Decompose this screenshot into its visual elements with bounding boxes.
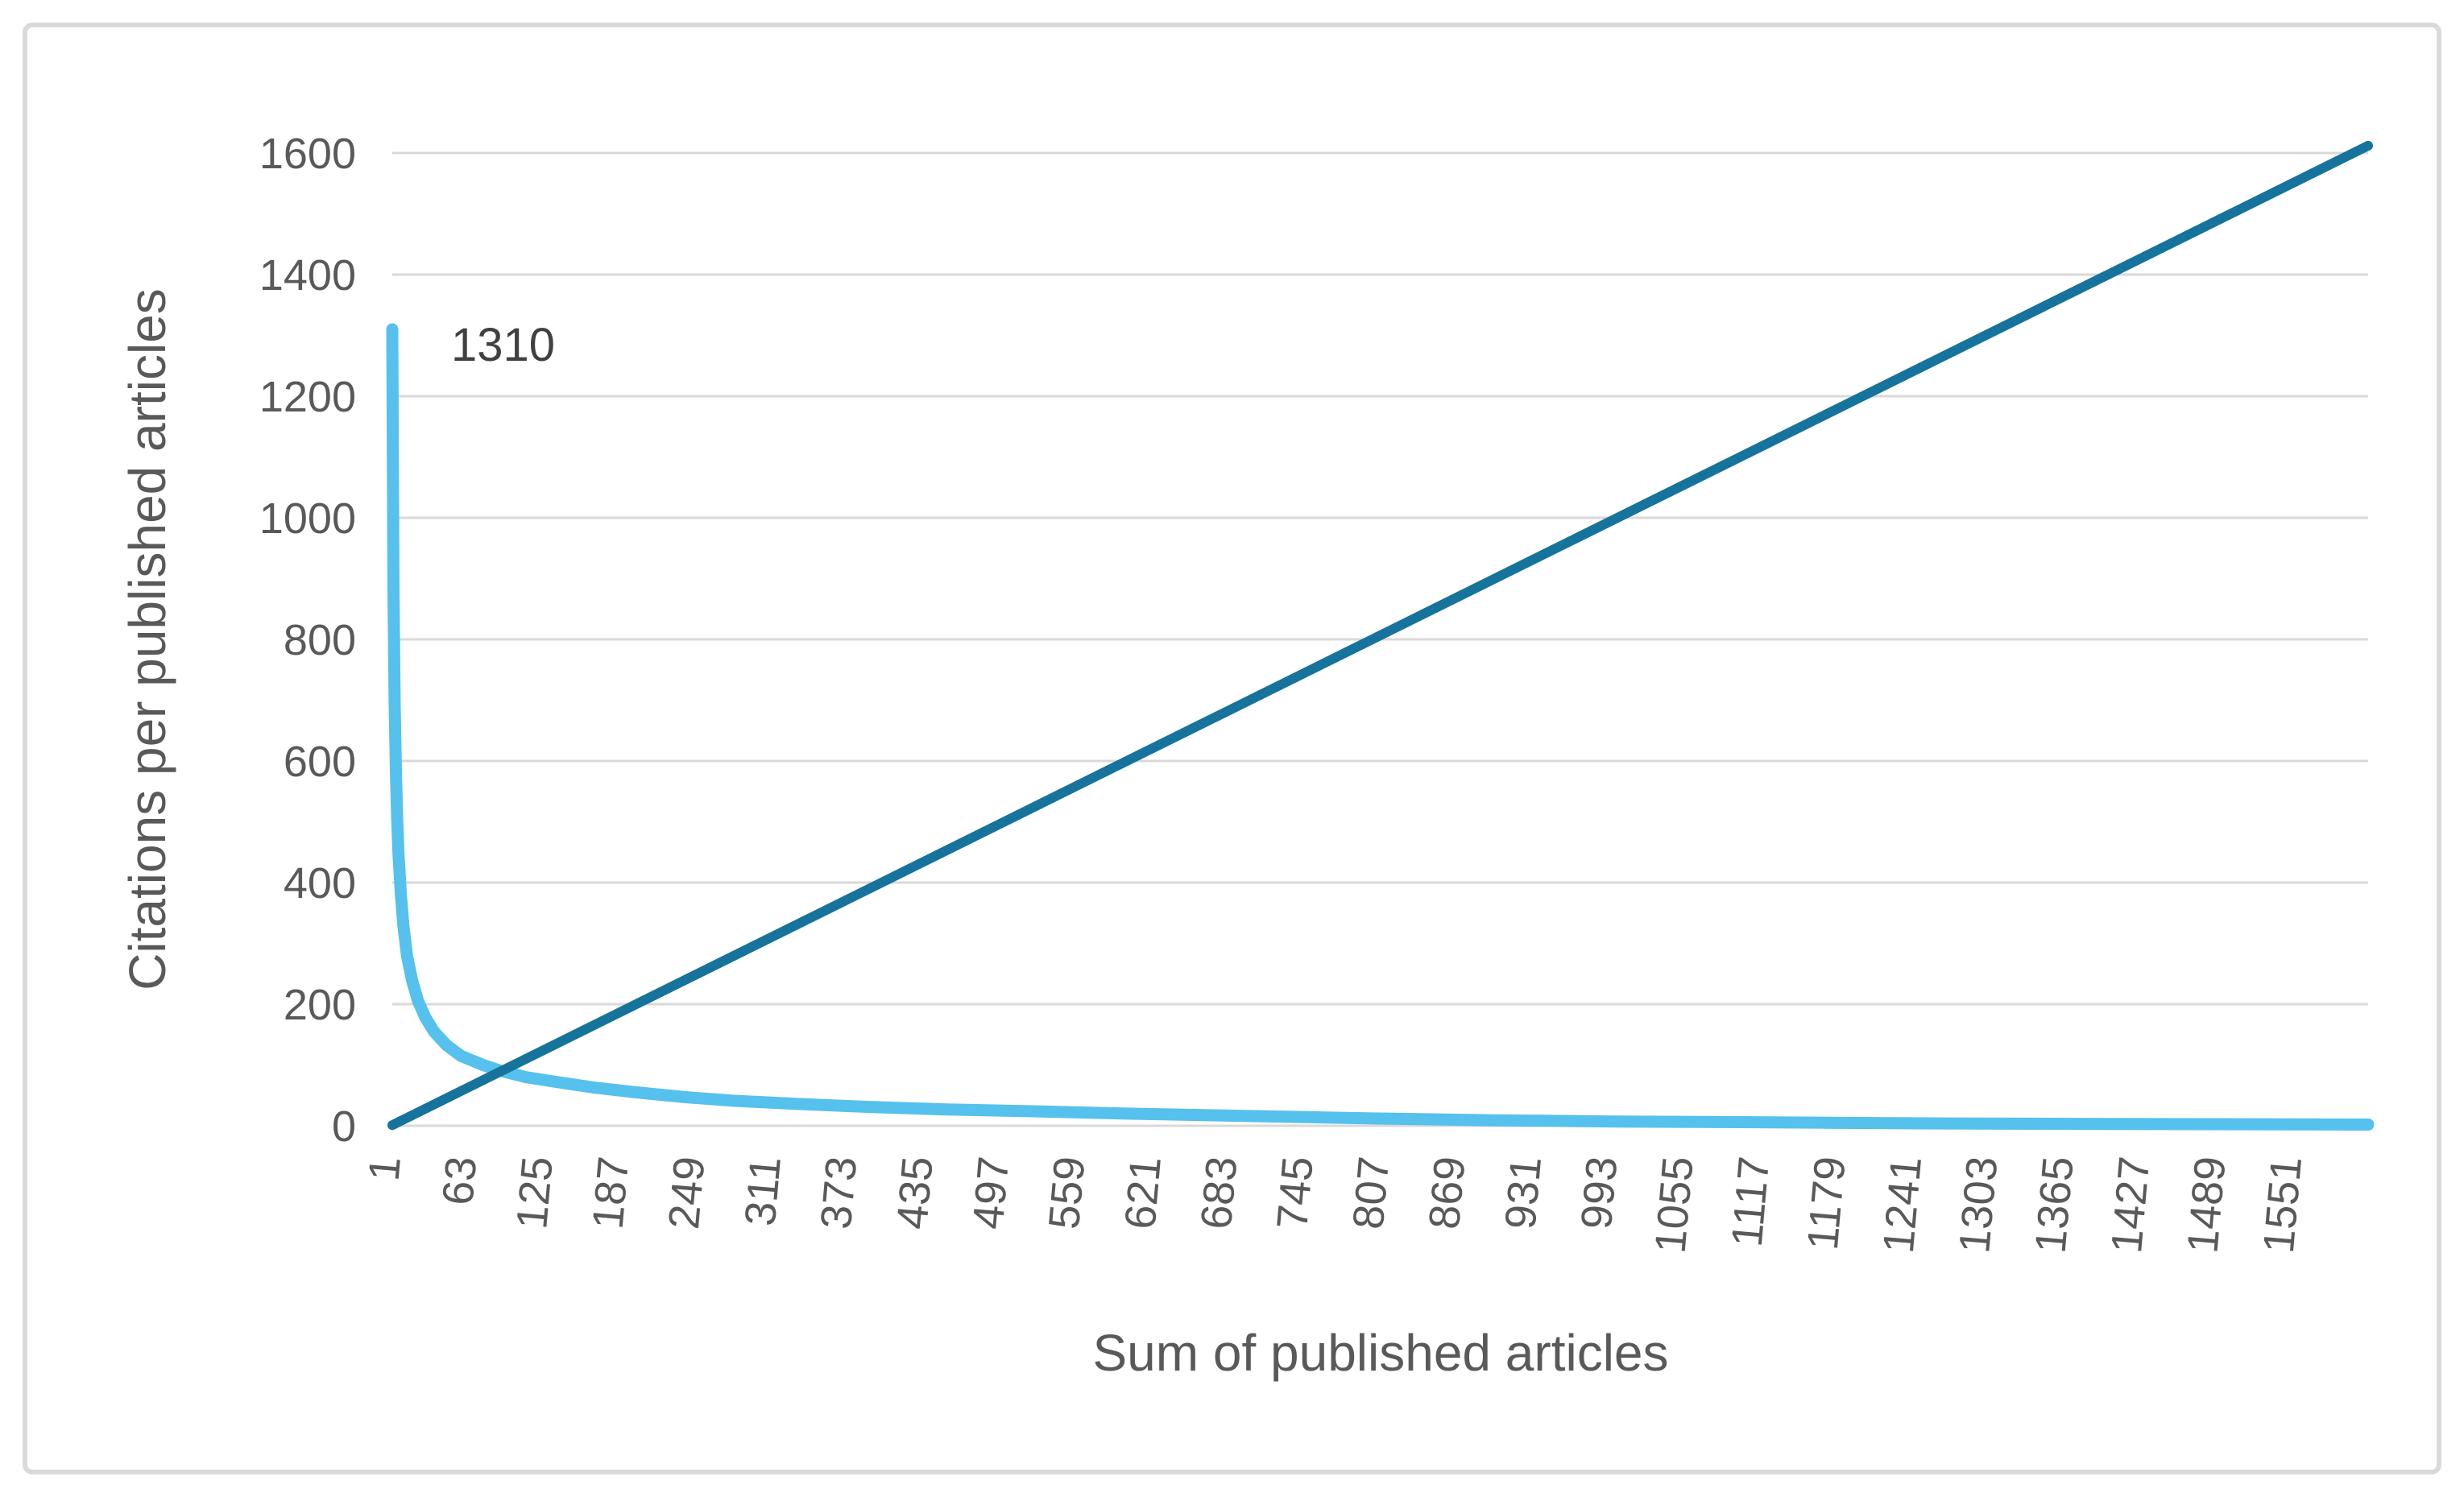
x-axis-tick-label: 621 [1116, 1155, 1170, 1231]
series-lines [386, 140, 2375, 1131]
x-axis-tick-label: 311 [736, 1155, 790, 1228]
x-axis-tick-label: 1055 [1646, 1155, 1703, 1255]
diagonal-reference-line [387, 140, 2373, 1131]
x-axis-title: Sum of published articles [1092, 1324, 1668, 1382]
x-axis-tick-label: 1489 [2178, 1155, 2234, 1255]
x-axis-tick-label: 745 [1268, 1155, 1323, 1231]
x-axis-tick-label: 1303 [1950, 1155, 2006, 1255]
x-axis-tick-label: 1427 [2102, 1155, 2159, 1255]
x-axis-tick-label: 993 [1572, 1155, 1627, 1231]
peak-data-label: 1310 [451, 319, 555, 371]
x-axis-tick-label: 187 [584, 1155, 639, 1231]
x-axis-tick-labels: 1 63 125 187 249 311 373 435 497 559 621 683 745 807 8… [360, 1155, 2312, 1255]
x-axis-tick-label: 869 [1420, 1155, 1475, 1231]
x-axis-tick-label: 931 [1496, 1155, 1551, 1231]
y-axis-tick-label: 600 [284, 738, 356, 786]
y-axis-tick-label: 800 [284, 616, 356, 664]
citations-curve-series [386, 323, 2375, 1131]
x-axis-tick-label: 1551 [2255, 1155, 2311, 1255]
x-axis-tick-label: 807 [1344, 1155, 1399, 1231]
x-axis-tick-label: 373 [812, 1155, 867, 1231]
y-axis-tick-label: 0 [332, 1102, 356, 1151]
y-axis-tick-label: 1200 [259, 373, 356, 421]
x-axis-tick-label: 249 [660, 1155, 714, 1231]
x-axis-tick-label: 1365 [2027, 1155, 2083, 1255]
x-axis-tick-label: 497 [964, 1155, 1019, 1231]
x-axis-tick-label: 1241 [1874, 1155, 1931, 1255]
x-axis-tick-label: 1117 [1723, 1155, 1779, 1249]
x-axis-tick-label: 683 [1192, 1155, 1247, 1231]
x-axis-tick-label: 125 [507, 1155, 562, 1231]
x-axis-tick-label: 435 [888, 1155, 942, 1231]
x-axis-tick-label: 1 [360, 1155, 410, 1183]
x-axis-tick-label: 63 [433, 1155, 486, 1207]
y-axis-tick-label: 1400 [259, 251, 356, 300]
x-axis-tick-label: 559 [1040, 1155, 1095, 1231]
chart-frame: 0 200 400 600 800 1000 1200 1400 1600 1 63 125 187 2… [23, 23, 2441, 1474]
y-axis-title: Citations per published articles [118, 288, 176, 990]
y-axis-tick-label: 1000 [259, 494, 356, 543]
y-axis-tick-label: 1600 [259, 130, 356, 178]
y-axis-tick-labels: 0 200 400 600 800 1000 1200 1400 1600 [259, 130, 356, 1151]
y-axis-tick-label: 200 [284, 981, 356, 1029]
y-axis-tick-label: 400 [284, 859, 356, 908]
x-axis-tick-label: 1179 [1799, 1155, 1855, 1252]
